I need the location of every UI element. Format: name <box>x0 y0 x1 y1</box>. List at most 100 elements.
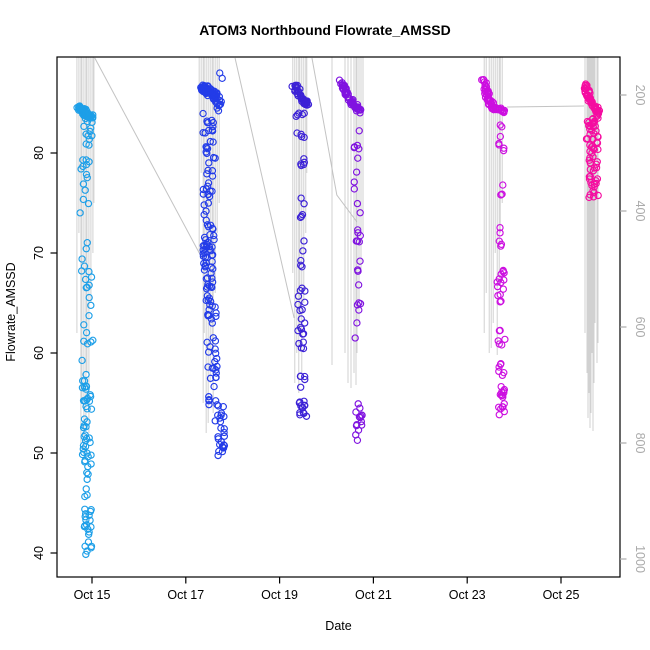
data-point <box>212 366 220 374</box>
data-point <box>212 369 220 377</box>
data-point <box>85 530 93 539</box>
data-point <box>304 100 313 109</box>
data-point <box>356 257 364 265</box>
data-point <box>87 542 96 551</box>
data-point <box>83 174 91 182</box>
data-point <box>220 425 228 433</box>
data-point <box>499 181 507 189</box>
data-point <box>80 321 88 329</box>
data-point <box>495 327 504 335</box>
data-point <box>212 95 220 103</box>
data-point <box>212 91 220 100</box>
data-point <box>301 319 309 327</box>
data-point <box>86 391 94 399</box>
data-point <box>497 191 505 199</box>
data-point <box>203 221 212 229</box>
data-point <box>487 103 496 111</box>
data-point <box>589 167 598 175</box>
data-point <box>199 246 207 254</box>
data-point <box>82 245 90 253</box>
data-point <box>301 287 309 295</box>
data-point <box>500 269 508 277</box>
data-point <box>212 373 220 382</box>
data-point <box>586 122 594 130</box>
data-point <box>484 97 493 105</box>
data-point <box>214 451 222 460</box>
data-point <box>214 435 222 443</box>
data-point <box>82 170 91 179</box>
data-point <box>204 310 212 319</box>
data-point <box>496 229 504 237</box>
x-tick-label: Oct 17 <box>167 588 204 602</box>
data-point <box>351 334 359 342</box>
data-point <box>82 550 90 559</box>
data-point <box>86 112 94 120</box>
data-point <box>215 447 223 455</box>
data-point <box>208 251 217 259</box>
data-point <box>220 412 228 421</box>
x-tick-label: Oct 19 <box>261 588 298 602</box>
data-point <box>81 186 89 194</box>
data-point <box>213 104 221 112</box>
data-point <box>352 168 361 176</box>
data-point <box>207 315 216 323</box>
data-point <box>500 400 508 408</box>
data-point <box>208 364 217 372</box>
y-right-tick-label: 200 <box>633 85 647 106</box>
data-point <box>497 242 505 250</box>
data-point <box>82 130 90 138</box>
data-point <box>210 236 218 244</box>
data-point <box>589 144 598 153</box>
data-point <box>300 200 308 208</box>
data-point <box>77 267 86 275</box>
data-point <box>297 325 306 333</box>
data-point <box>593 175 602 183</box>
data-point <box>350 143 359 151</box>
data-point <box>480 85 488 93</box>
data-point <box>594 145 602 154</box>
data-point <box>206 230 214 239</box>
data-point <box>353 319 361 327</box>
y-left-tick-label: 40 <box>32 546 46 560</box>
spike-lines <box>76 57 599 453</box>
data-point <box>297 261 305 270</box>
data-point <box>82 385 90 393</box>
data-point <box>354 154 362 162</box>
data-point <box>82 521 91 529</box>
data-point <box>355 145 363 153</box>
data-point <box>293 111 302 119</box>
data-point <box>86 516 94 525</box>
data-point <box>295 109 303 117</box>
data-point <box>592 127 600 135</box>
data-point <box>208 302 216 310</box>
data-point <box>209 265 217 273</box>
data-point <box>81 505 89 513</box>
data-point <box>499 146 508 155</box>
data-point <box>501 335 509 344</box>
data-point <box>298 110 307 119</box>
data-point <box>212 309 220 317</box>
data-point <box>209 118 218 127</box>
data-point <box>593 112 601 121</box>
y-right-tick-label: 400 <box>633 201 647 222</box>
data-point <box>353 199 362 208</box>
data-point <box>497 405 505 413</box>
data-point <box>87 273 96 281</box>
data-point <box>201 261 209 270</box>
cluster-points-cluster-oct17 <box>197 69 229 460</box>
data-point <box>352 408 360 416</box>
data-point <box>83 117 92 126</box>
data-point <box>202 144 211 152</box>
data-point <box>202 207 210 215</box>
data-point <box>498 341 506 349</box>
data-point <box>78 384 87 392</box>
y-left-tick-label: 60 <box>32 346 46 360</box>
data-point <box>296 372 305 381</box>
data-point <box>297 132 306 141</box>
data-point <box>84 199 93 208</box>
data-point <box>491 104 499 113</box>
data-point <box>207 247 215 255</box>
data-point <box>208 126 216 134</box>
data-point <box>498 107 507 116</box>
